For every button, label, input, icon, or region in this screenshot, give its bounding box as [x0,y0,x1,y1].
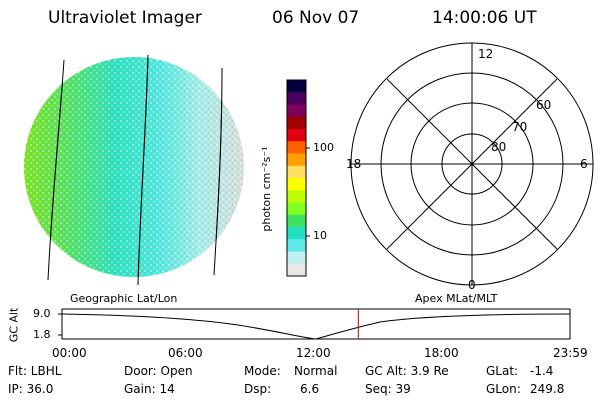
door-info: Door: Open [124,364,193,378]
timeline-frame [61,308,571,340]
timeline-tick-2: 12:00 [296,346,331,360]
timeline-tick-0: 00:00 [52,346,87,360]
timeline-tick-1: 06:00 [168,346,203,360]
mlt-label-18: 18 [346,157,362,171]
timeline-tick-4: 23:59 [553,346,588,360]
mlt-label-6: 6 [580,157,588,171]
mode-value: Normal [294,364,338,378]
colorbar-band [287,178,306,191]
colorbar-band [287,190,306,203]
timeline-left-label: Geographic Lat/Lon [70,292,178,305]
colorbar-band [287,116,306,130]
dsp-label: Dsp: [244,382,272,396]
ip-info: IP: 36.0 [8,382,54,396]
colorbar-band [287,92,306,105]
colorbar-band [287,202,306,216]
timeline-y-bottom: 1.8 [33,328,51,341]
colorbar-tick-high: 100 [313,141,334,154]
date-label: 06 Nov 07 [272,8,360,28]
filter-info: Flt: LBHL [8,364,62,378]
mode-label: Mode: [244,364,281,378]
instrument-title: Ultraviolet Imager [48,8,202,28]
glon-label: GLon: [486,382,521,396]
altitude-curve [61,313,571,340]
mlt-label-0: 0 [468,278,476,292]
seq-info: Seq: 39 [365,382,411,396]
colorbar-band [287,153,306,167]
timeline-right-label: Apex MLat/MLT [415,292,498,305]
timeline-y-top: 9.0 [33,307,51,320]
colorbar-band [287,141,306,154]
lat-label-70: 70 [512,120,528,134]
colorbar-band [287,80,306,93]
colorbar-band [287,239,306,252]
colorbar-band [287,263,306,277]
dsp-value: 6.6 [300,382,320,396]
colorbar-tick-low: 10 [313,229,327,242]
colorbar-band [287,165,306,179]
glat-label: GLat: [486,364,519,378]
colorbar-band [287,214,306,228]
glon-value: 249.8 [530,382,565,396]
timeline-tick-3: 18:00 [424,346,459,360]
colorbar-band [287,129,306,142]
lat-label-80: 80 [491,140,507,154]
gc-alt-info: GC Alt: 3.9 Re [365,364,449,378]
colorbar-band [287,104,306,118]
colorbar-band [287,227,306,240]
glat-value: -1.4 [530,364,554,378]
mlt-label-12: 12 [478,47,494,61]
time-label: 14:00:06 UT [432,8,537,28]
lat-label-60: 60 [536,98,552,112]
gain-info: Gain: 14 [124,382,175,396]
colorbar-band [287,251,306,265]
